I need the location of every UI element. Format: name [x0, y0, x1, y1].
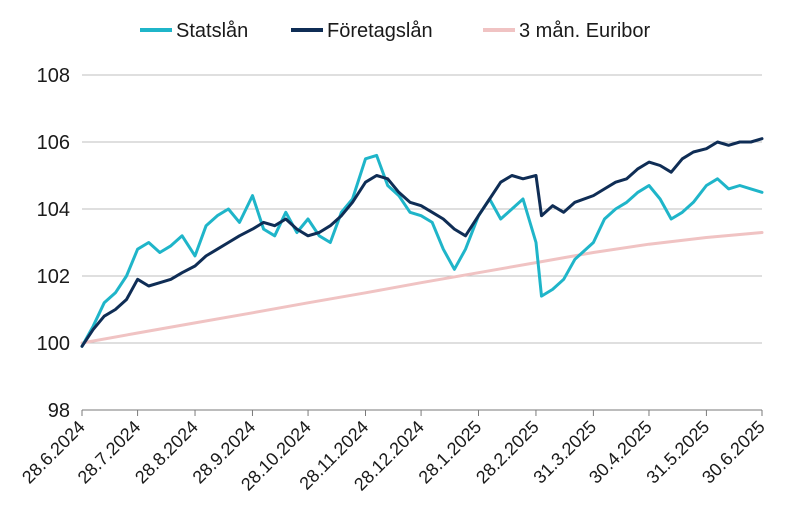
- series-lines: [80, 137, 764, 348]
- x-axis: 28.6.202428.7.202428.8.202428.9.202428.1…: [18, 410, 769, 495]
- series-line-statslan: [80, 153, 764, 348]
- y-tick-label: 104: [37, 199, 70, 221]
- y-tick-label: 102: [37, 266, 70, 288]
- y-tick-label: 106: [37, 132, 70, 154]
- y-tick-label: 108: [37, 65, 70, 87]
- y-axis-tick-labels: 98 100 102 104 106 108: [37, 65, 70, 422]
- y-tick-label: 98: [48, 400, 70, 422]
- legend-item-statslan: Statslån: [140, 20, 248, 42]
- y-tick-label: 100: [37, 333, 70, 355]
- series-line-3-man-euribor: [80, 231, 764, 345]
- legend-label-statslan: Statslån: [176, 20, 248, 42]
- legend-label-foretagslan: Företagslån: [327, 20, 433, 42]
- legend-item-foretagslan: Företagslån: [291, 20, 433, 42]
- series-line-foretagslan: [80, 137, 764, 348]
- legend: Statslån Företagslån 3 mån. Euribor: [140, 20, 651, 42]
- legend-label-euribor: 3 mån. Euribor: [519, 20, 651, 42]
- legend-item-euribor: 3 mån. Euribor: [483, 20, 651, 42]
